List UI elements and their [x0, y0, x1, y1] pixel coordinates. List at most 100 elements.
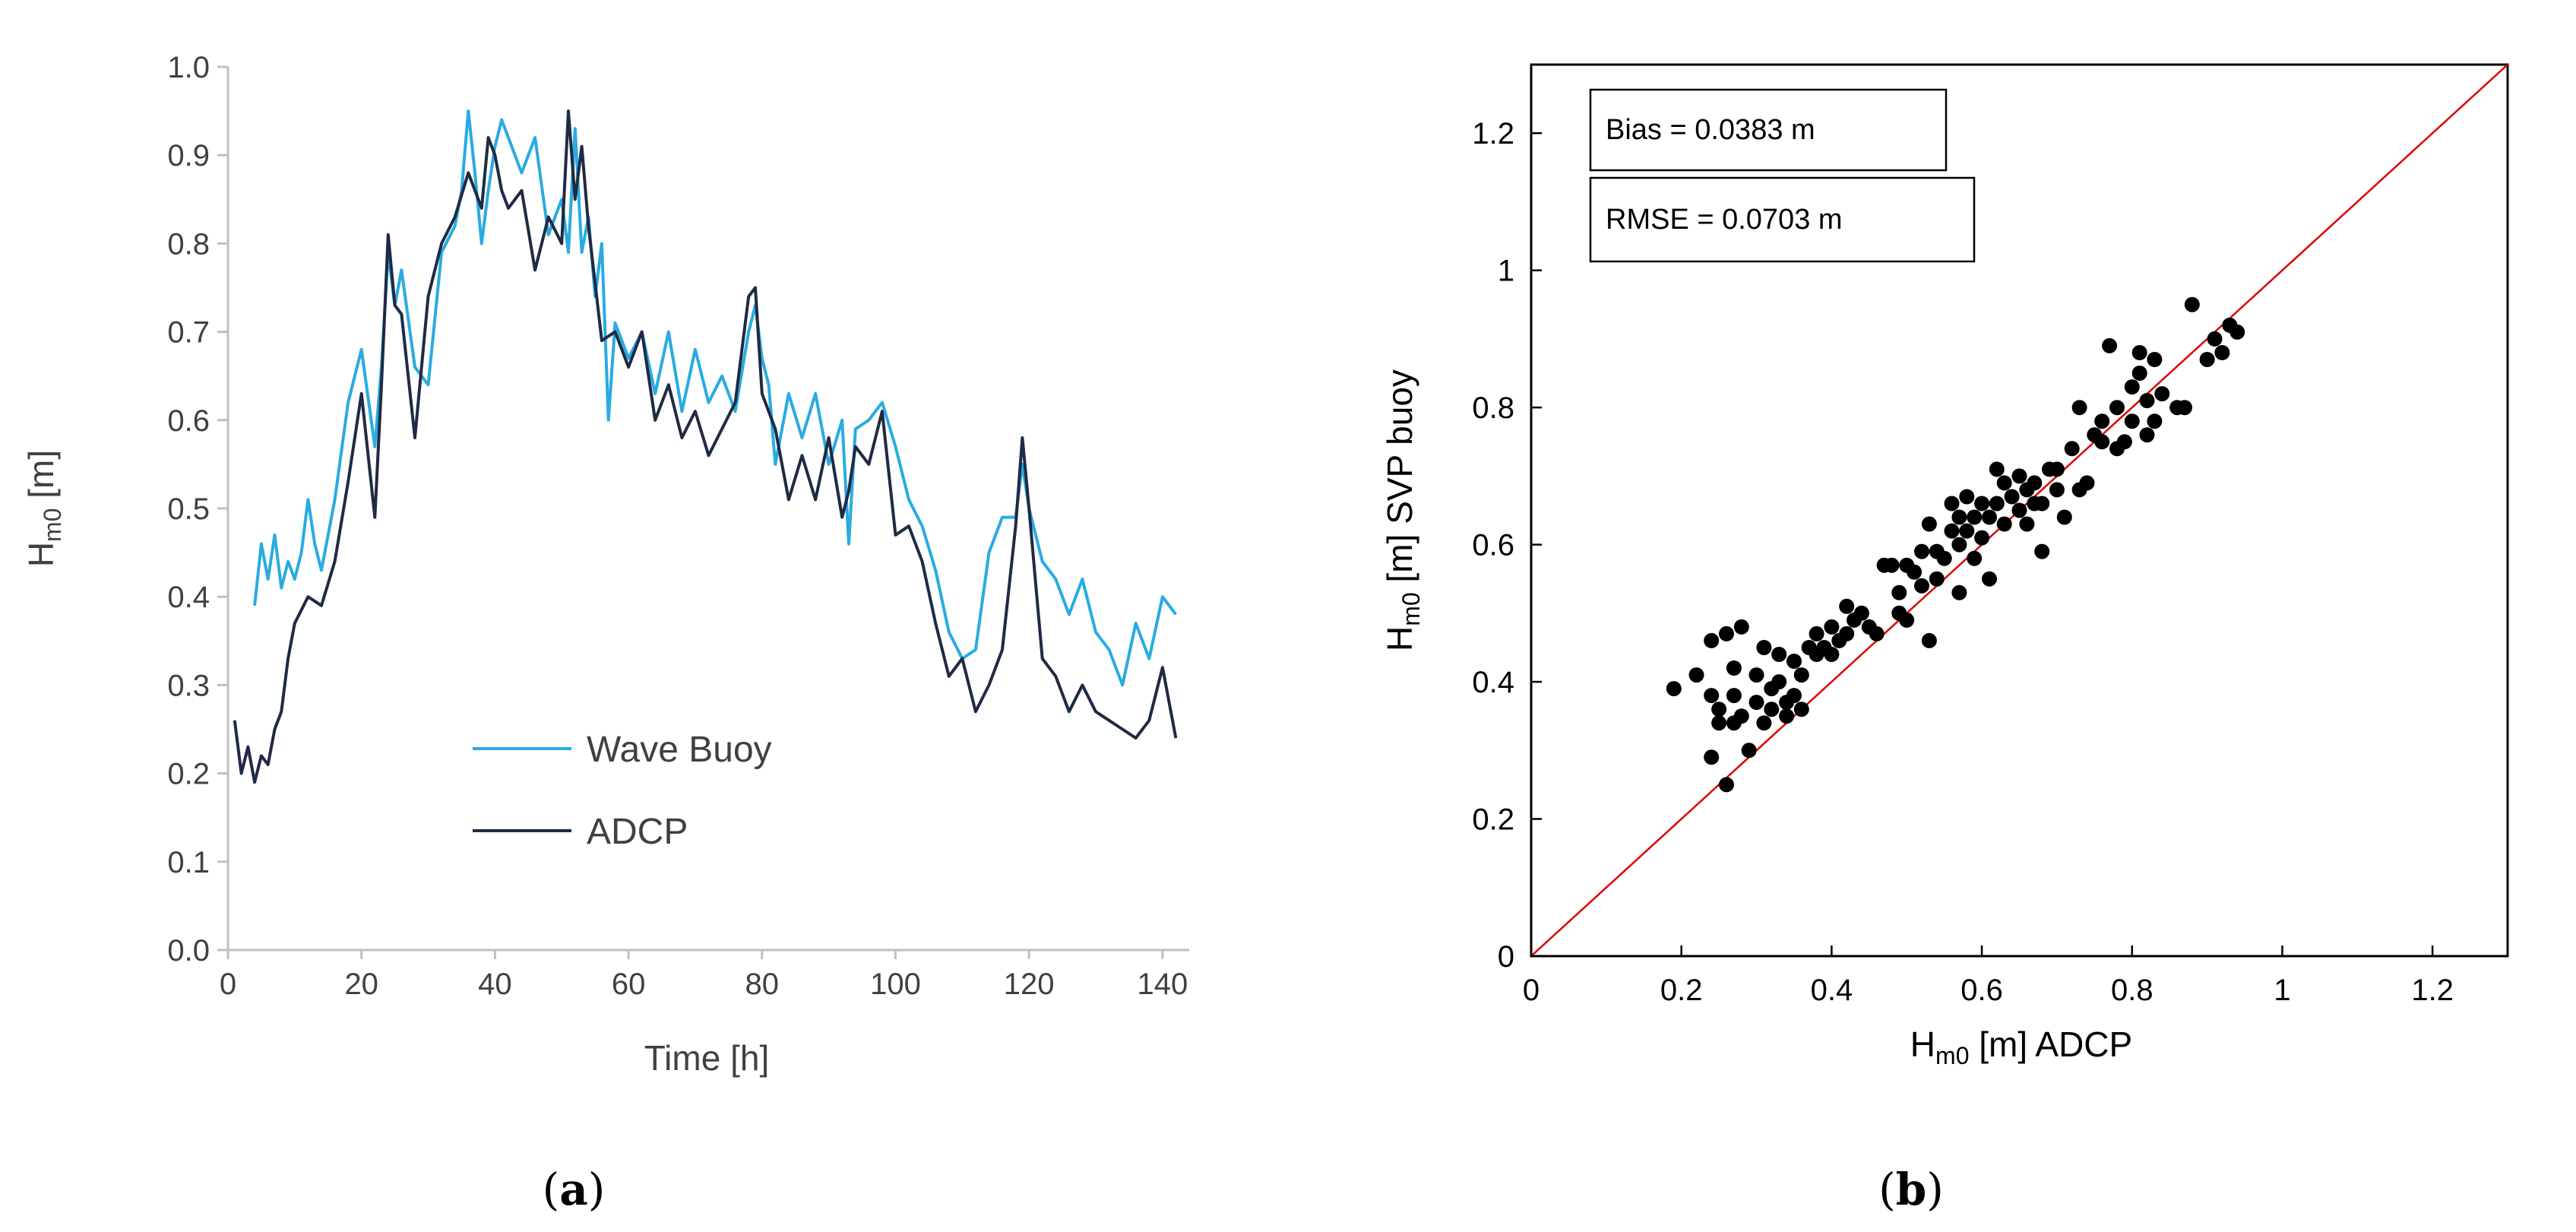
- panel-b-x-axis-label: Hm0 [m] ADCP: [1910, 1025, 2132, 1069]
- panel-b-y-tick-label: 0.6: [1472, 529, 1514, 562]
- scatter-point: [2056, 509, 2072, 525]
- scatter-point: [1733, 708, 1749, 724]
- panel-a-chart: 0.0 0.1 0.2 0.3 0.4 0.5 0.6 0.7 0.8 0.9 1.0 0 20 40 6…: [21, 51, 1189, 1078]
- series-line-adcp: [233, 109, 1178, 784]
- scatter-point: [1891, 584, 1907, 600]
- scatter-point: [2034, 496, 2050, 511]
- scatter-point: [1944, 496, 1960, 511]
- panel-a-y-tick-label: 0.1: [167, 846, 210, 879]
- scatter-point: [2049, 461, 2065, 477]
- scatter-point: [1921, 632, 1937, 648]
- panel-a-y-tick-label: 1.0: [167, 51, 210, 84]
- panel-b-x-tick-label: 0.8: [2111, 974, 2154, 1007]
- scatter-point: [1959, 489, 1975, 505]
- scatter-point: [1959, 523, 1975, 539]
- scatter-point: [1748, 695, 1764, 711]
- scatter-point: [1711, 702, 1727, 717]
- scatter-point: [1764, 702, 1780, 717]
- scatter-point: [2214, 345, 2230, 360]
- scatter-point: [1907, 564, 1923, 580]
- scatter-point: [2184, 296, 2200, 312]
- scatter-point: [2094, 434, 2110, 450]
- scatter-point: [2109, 400, 2125, 416]
- scatter-point: [2177, 400, 2192, 416]
- panel-a-x-tick-label: 60: [612, 968, 646, 1001]
- panel-a-y-tick-label: 0.7: [167, 316, 210, 350]
- legend-label-wave-buoy: Wave Buoy: [587, 730, 772, 770]
- panel-b-x-tick-label: 1: [2274, 974, 2290, 1007]
- panel-a-x-tick-label: 100: [870, 968, 921, 1001]
- panel-b-y-tick-label: 1.2: [1472, 117, 1514, 150]
- scatter-point: [1719, 626, 1734, 641]
- panel-a-x-tick-label: 20: [344, 968, 378, 1001]
- panel-b-x-tick-label: 0.6: [1960, 974, 2003, 1007]
- scatter-point: [2019, 516, 2035, 532]
- panel-b-y-tick-label: 0: [1498, 940, 1514, 974]
- scatter-point: [2079, 475, 2095, 491]
- panel-a-y-tick-label: 0.3: [167, 669, 210, 702]
- panel-b-x-tick-label: 0.2: [1660, 974, 1703, 1007]
- scatter-point: [2199, 352, 2215, 367]
- scatter-point: [1914, 578, 1929, 594]
- scatter-point: [1786, 654, 1802, 669]
- scatter-point: [1996, 516, 2012, 532]
- panel-a-y-tick-label: 0.4: [167, 581, 210, 614]
- scatter-point: [1951, 584, 1967, 600]
- panel-a-y-tick-label: 0.9: [167, 139, 210, 173]
- scatter-point: [1839, 626, 1855, 641]
- scatter-point: [1704, 632, 1720, 648]
- panel-b-x-tick-label: 0.4: [1811, 974, 1853, 1007]
- scatter-point: [1786, 688, 1802, 704]
- scatter-point: [2124, 379, 2140, 395]
- scatter-point: [2139, 427, 2155, 443]
- scatter-point: [1771, 647, 1787, 662]
- scatter-point: [1756, 715, 1772, 731]
- scatter-point: [1989, 496, 2005, 511]
- scatter-point: [1726, 660, 1742, 676]
- scatter-point: [1793, 667, 1809, 683]
- scatter-point: [1982, 509, 1997, 525]
- panel-b-y-tick-label: 0.4: [1472, 666, 1514, 699]
- scatter-point: [1809, 626, 1824, 641]
- scatter-point: [1771, 674, 1787, 690]
- panel-a-y-axis-label: Hm0 [m]: [21, 450, 66, 567]
- panel-a-x-axis-label: Time [h]: [644, 1038, 769, 1078]
- panel-b-chart: 0 0.2 0.4 0.6 0.8 1 1.2 0 0.2 0.4 0.6 0.8 1 1.2 Bias…: [1380, 63, 2509, 1069]
- panel-a-y-tick-label: 0.5: [167, 492, 210, 526]
- scatter-point: [1982, 571, 1997, 587]
- panel-a-x-tick-label: 0: [220, 968, 236, 1001]
- scatter-point: [2147, 352, 2163, 367]
- scatter-point: [1756, 640, 1772, 655]
- scatter-point: [2011, 468, 2027, 484]
- scatter-point: [1914, 543, 1929, 559]
- panel-b-plot-frame: [1530, 63, 2509, 958]
- scatter-point: [1944, 523, 1960, 539]
- scatter-point: [2071, 400, 2087, 416]
- scatter-point: [2207, 331, 2223, 347]
- rmse-annotation-box: RMSE = 0.0703 m: [1589, 176, 1976, 263]
- scatter-point: [2094, 413, 2110, 429]
- scatter-point: [1704, 749, 1720, 765]
- panel-a-x-tick-label: 120: [1004, 968, 1055, 1001]
- panel-b-y-tick-label: 1: [1498, 255, 1514, 288]
- scatter-point: [1726, 688, 1742, 704]
- scatter-point: [2064, 441, 2080, 457]
- panel-a-x-tick-label: 40: [478, 968, 512, 1001]
- scatter-point: [2116, 434, 2132, 450]
- scatter-point: [1824, 647, 1840, 662]
- panel-a-legend: Wave Buoy ADCP: [473, 730, 772, 852]
- scatter-point: [2004, 489, 2020, 505]
- scatter-point: [2124, 413, 2140, 429]
- scatter-point: [2154, 386, 2170, 402]
- scatter-point: [2011, 502, 2027, 518]
- scatter-point: [1996, 475, 2012, 491]
- bias-annotation: Bias = 0.0383 m: [1606, 114, 1815, 146]
- panel-a-y-tick-label: 0.6: [167, 404, 210, 438]
- panel-a-y-tick-label: 0.8: [167, 227, 210, 261]
- scatter-point: [2229, 324, 2245, 340]
- scatter-point: [1974, 496, 1990, 511]
- scatter-point: [1929, 571, 1945, 587]
- panel-a-x-tick-label: 140: [1137, 968, 1188, 1001]
- panel-b-caption: (b): [1878, 1164, 1944, 1215]
